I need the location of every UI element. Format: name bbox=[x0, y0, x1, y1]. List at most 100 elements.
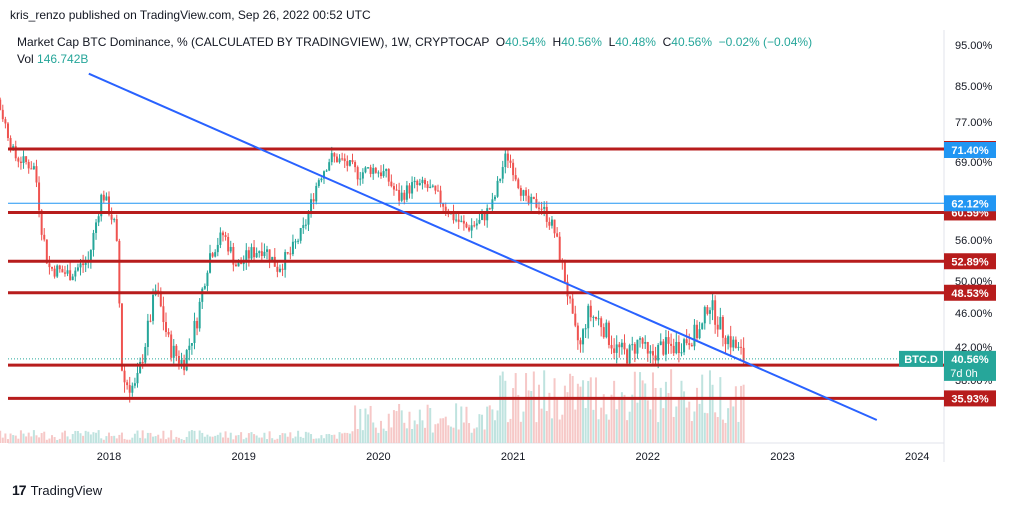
candle-body bbox=[260, 251, 263, 257]
volume-bar bbox=[558, 419, 561, 443]
volume-bar bbox=[493, 420, 496, 443]
candle-body bbox=[216, 244, 219, 253]
candle-body bbox=[43, 234, 46, 240]
candle-body bbox=[525, 190, 528, 196]
candle-body bbox=[307, 212, 310, 225]
candle-body bbox=[706, 307, 709, 314]
candle-body bbox=[411, 182, 414, 194]
x-tick-label: 2018 bbox=[97, 451, 121, 463]
candle-body bbox=[649, 351, 652, 354]
volume-legend: Vol 146.742B bbox=[17, 52, 89, 66]
volume-bar bbox=[659, 387, 662, 443]
candle-body bbox=[276, 266, 279, 272]
volume-bar bbox=[509, 418, 512, 443]
volume-bar bbox=[136, 430, 139, 443]
x-tick-label: 2023 bbox=[770, 451, 794, 463]
candle-body bbox=[338, 158, 341, 163]
volume-bar bbox=[413, 420, 416, 443]
volume-bar bbox=[271, 438, 274, 443]
volume-bar bbox=[589, 377, 592, 443]
candle-body bbox=[429, 186, 432, 189]
candle-body bbox=[268, 249, 271, 262]
volume-bar bbox=[439, 418, 442, 443]
candle-body bbox=[201, 288, 204, 302]
volume-bar bbox=[100, 438, 103, 443]
volume-bar bbox=[175, 436, 178, 443]
candle-body bbox=[566, 281, 569, 297]
volume-bar bbox=[325, 434, 328, 443]
time-axis[interactable]: 2018 2019 2020 2021 2022 2023 2024 bbox=[97, 451, 930, 463]
candle-body bbox=[40, 210, 43, 235]
volume-bar bbox=[392, 410, 395, 443]
candle-body bbox=[294, 241, 297, 243]
volume-bar bbox=[615, 409, 618, 443]
candle-body bbox=[221, 232, 224, 236]
volume-bar bbox=[188, 431, 191, 443]
volume-bar bbox=[600, 407, 603, 443]
candle-body bbox=[683, 339, 686, 353]
volume-bar bbox=[633, 371, 636, 443]
trend-layer[interactable] bbox=[88, 72, 878, 421]
candle-body bbox=[149, 320, 152, 322]
volume-bar bbox=[273, 439, 276, 443]
candle-body bbox=[139, 361, 142, 373]
candle-body bbox=[377, 172, 380, 174]
volume-bar bbox=[297, 430, 300, 443]
candle-body bbox=[359, 178, 362, 180]
candle-body bbox=[538, 207, 541, 209]
volume-bar bbox=[481, 414, 484, 443]
volume-bar bbox=[22, 433, 25, 443]
candle-body bbox=[69, 270, 72, 281]
candle-body bbox=[203, 286, 206, 289]
candle-body bbox=[582, 329, 585, 345]
volume-bar bbox=[405, 428, 408, 443]
x-tick-label: 2022 bbox=[636, 451, 660, 463]
candle-body bbox=[592, 316, 595, 318]
candle-body bbox=[172, 345, 175, 358]
candle-body bbox=[141, 361, 144, 363]
candle-body bbox=[374, 167, 377, 173]
volume-bar bbox=[30, 436, 33, 443]
volume-bar bbox=[19, 430, 22, 443]
volume-bar bbox=[607, 419, 610, 443]
candle-body bbox=[504, 153, 507, 168]
candle-body bbox=[372, 167, 375, 174]
volume-bar bbox=[61, 432, 64, 443]
candle-body bbox=[385, 169, 388, 172]
tradingview-footer[interactable]: 17 TradingView bbox=[12, 482, 102, 498]
candle-body bbox=[214, 252, 217, 257]
volume-bar bbox=[141, 430, 144, 443]
candle-body bbox=[488, 208, 491, 210]
volume-bar bbox=[486, 406, 489, 443]
candle-body bbox=[209, 253, 212, 273]
volume-bar bbox=[444, 416, 447, 443]
candle-body bbox=[97, 216, 100, 223]
volume-bar bbox=[27, 432, 30, 443]
volume-bar bbox=[250, 432, 253, 443]
volume-bar bbox=[71, 433, 74, 443]
volume-bar bbox=[742, 384, 745, 443]
volume-bar bbox=[38, 437, 41, 443]
volume-bar bbox=[284, 433, 287, 443]
volume-bar bbox=[698, 403, 701, 443]
candle-body bbox=[506, 153, 509, 161]
volume-bar bbox=[323, 438, 326, 443]
volume-bar bbox=[242, 439, 245, 443]
candle-body bbox=[63, 272, 66, 274]
candle-body bbox=[672, 345, 675, 354]
candle-body bbox=[579, 340, 582, 345]
volume-bar bbox=[177, 437, 180, 443]
volume-bar bbox=[387, 413, 390, 443]
volume-bar bbox=[302, 437, 305, 443]
candle-body bbox=[379, 172, 382, 177]
price-axis[interactable]: 95.00%85.00%77.00%69.00%56.00%50.00%46.0… bbox=[955, 40, 993, 387]
candle-body bbox=[113, 219, 116, 221]
volume-bar bbox=[144, 438, 147, 443]
volume-bar bbox=[618, 397, 621, 443]
volume-bar bbox=[514, 373, 517, 443]
volume-bar bbox=[690, 421, 693, 443]
descending-trendline[interactable] bbox=[88, 72, 878, 421]
volume-bar bbox=[87, 431, 90, 443]
candle-body bbox=[696, 324, 699, 339]
